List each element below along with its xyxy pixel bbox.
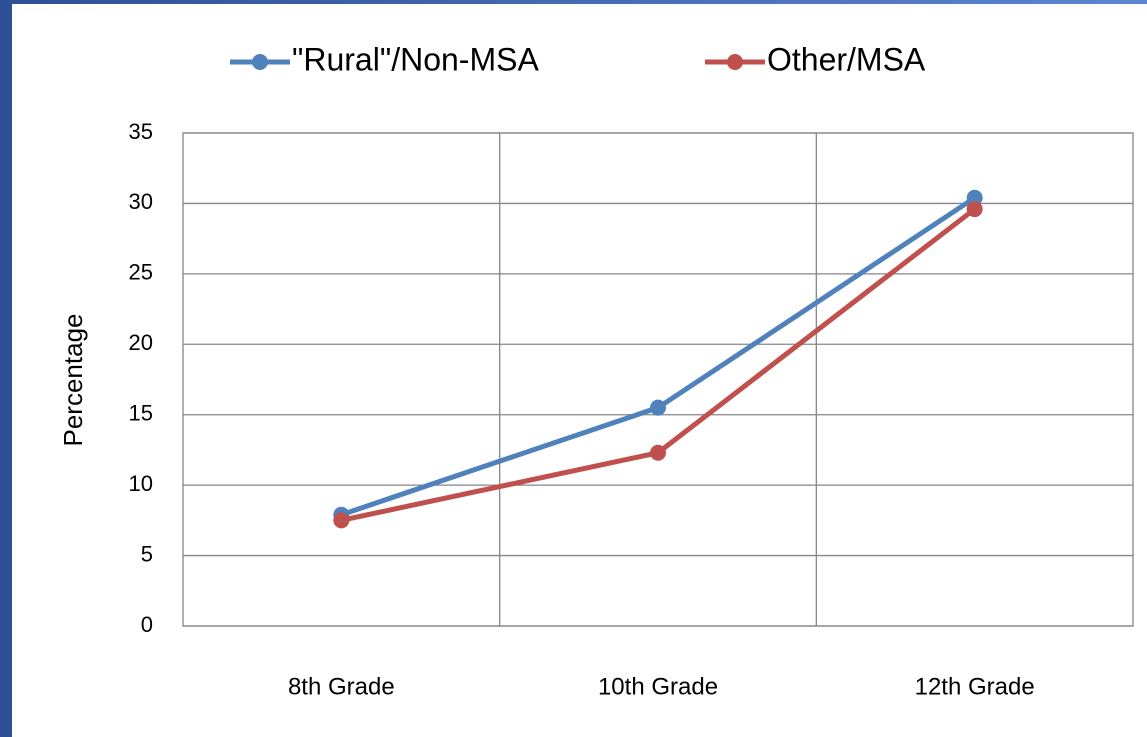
y-tick-label: 35: [129, 119, 153, 144]
legend-label: "Rural"/Non-MSA: [292, 41, 539, 77]
legend-swatch-marker: [252, 54, 268, 70]
x-tick-label: 8th Grade: [288, 673, 395, 700]
data-point: [333, 512, 350, 529]
x-tick-label: 12th Grade: [915, 673, 1035, 700]
y-tick-label: 20: [129, 330, 153, 355]
y-tick-label: 30: [129, 189, 153, 214]
x-tick-label: 10th Grade: [598, 673, 718, 700]
chart-background: [12, 4, 1147, 737]
plot-border: [182, 132, 1134, 627]
y-tick-label: 25: [129, 260, 153, 285]
data-point: [650, 444, 666, 461]
legend-swatch-marker: [727, 54, 743, 70]
y-tick-label: 5: [141, 541, 153, 566]
data-point: [966, 189, 983, 206]
data-point: [966, 201, 983, 218]
data-point: [650, 399, 666, 416]
y-tick-label: 10: [129, 471, 153, 496]
y-tick-label: 0: [141, 612, 153, 637]
y-tick-label: 15: [129, 401, 153, 426]
legend-label: Other/MSA: [767, 41, 926, 77]
y-axis-label: Percentage: [58, 314, 88, 447]
